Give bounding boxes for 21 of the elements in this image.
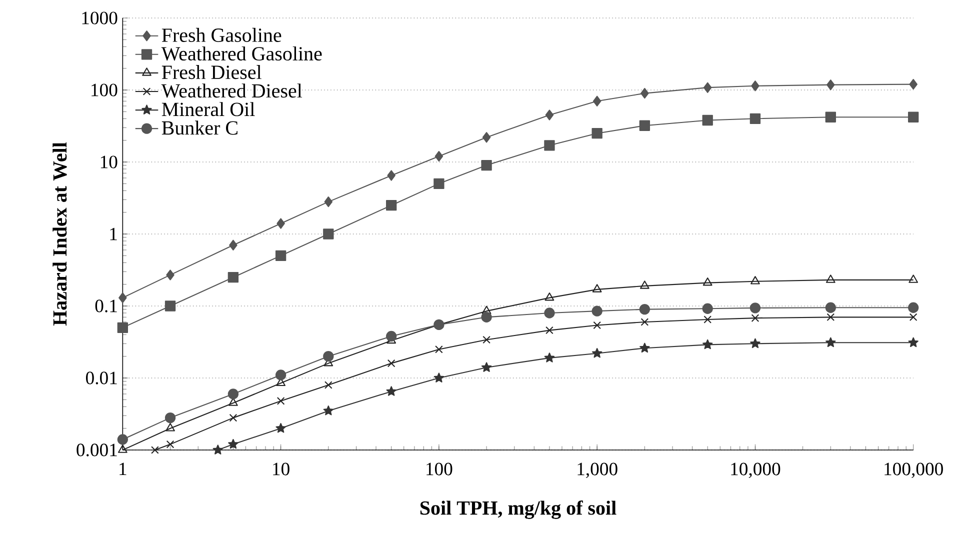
y-tick-label: 100 [92, 84, 118, 96]
x-tick-label: 100,000 [884, 462, 943, 478]
legend-label: Fresh Gasoline [162, 28, 282, 42]
y-tick-label: 10 [100, 156, 118, 168]
y-tick-label: 1 [110, 228, 117, 240]
legend-label: Bunker C [162, 120, 238, 135]
y-tick-label: 0.001 [76, 444, 117, 456]
y-tick-label: 0.1 [95, 300, 117, 312]
legend-label: Mineral Oil [162, 102, 255, 116]
y-tick-label: 0.01 [86, 372, 117, 384]
x-axis-title: Soil TPH, mg/kg of soil [420, 500, 616, 519]
x-tick-label: 100 [426, 462, 452, 476]
x-tick-label: 10 [273, 462, 290, 476]
y-tick-label: 1000 [82, 12, 118, 24]
x-tick-label: 1,000 [578, 462, 618, 478]
y-axis-title: Hazard Index at Well [52, 142, 67, 326]
x-tick-label: 1 [120, 462, 126, 476]
legend-label: Fresh Diesel [162, 65, 262, 80]
legend-label: Weathered Diesel [161, 84, 302, 98]
x-tick-label: 10,000 [731, 462, 780, 478]
legend-label: Weathered Gasoline [161, 46, 322, 61]
